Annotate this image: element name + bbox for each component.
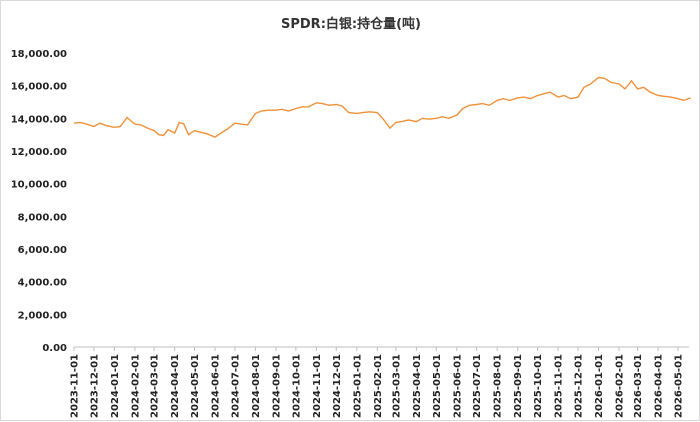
y-tick-label: 0.00: [42, 343, 67, 354]
x-tick-label: 2024-02-01: [130, 354, 141, 418]
x-tick-label: 2026-02-01: [615, 354, 626, 418]
x-tick-label: 2024-08-01: [251, 354, 262, 418]
x-tick-label: 2024-09-01: [271, 354, 282, 418]
series-line: [73, 76, 691, 138]
chart-title: SPDR:白银:持仓量(吨): [281, 16, 421, 32]
x-tick-label: 2023-11-01: [70, 354, 81, 418]
x-tick-label: 2025-09-01: [513, 354, 524, 418]
x-tick-label: 2025-01-01: [352, 354, 363, 418]
x-tick-label: 2025-07-01: [472, 354, 483, 418]
x-tick-label: 2024-04-01: [170, 354, 181, 418]
y-tick-label: 10,000.00: [11, 180, 67, 191]
x-tick-label: 2023-12-01: [89, 354, 100, 418]
x-tick-label: 2025-12-01: [573, 354, 584, 418]
y-tick-label: 8,000.00: [18, 212, 67, 223]
x-tick-label: 2026-05-01: [674, 354, 685, 418]
x-tick-label: 2024-06-01: [211, 354, 222, 418]
x-tick-label: 2024-05-01: [190, 354, 201, 418]
x-tick-label: 2025-04-01: [412, 354, 423, 418]
x-tick-label: 2026-03-01: [633, 354, 644, 418]
y-tick-label: 18,000.00: [11, 49, 67, 60]
x-tick-label: 2025-11-01: [554, 354, 565, 418]
y-tick-label: 16,000.00: [11, 82, 67, 93]
x-tick-label: 2025-06-01: [452, 354, 463, 418]
y-tick-label: 4,000.00: [18, 278, 67, 289]
x-tick-label: 2025-02-01: [373, 354, 384, 418]
x-tick-label: 2024-11-01: [312, 354, 323, 418]
y-axis-ticks: 0.00 2,000.00 4,000.00 6,000.00 8,000.00 10,0…: [11, 49, 67, 354]
x-tick-label: 2026-01-01: [594, 354, 605, 418]
y-tick-label: 14,000.00: [11, 114, 67, 125]
x-tick-label: 2024-03-01: [150, 354, 161, 418]
x-tick-label: 2025-08-01: [493, 354, 504, 418]
x-tick-label: 2025-05-01: [432, 354, 443, 418]
y-tick-label: 12,000.00: [11, 147, 67, 158]
x-tick-label: 2024-12-01: [332, 354, 343, 418]
x-tick-label: 2024-10-01: [291, 354, 302, 418]
x-axis-ticks: 2023-11-01 2023-12-01 2024-01-01 2024-02-01…: [70, 347, 685, 418]
x-tick-label: 2026-04-01: [654, 354, 665, 418]
y-tick-label: 6,000.00: [18, 245, 67, 256]
x-tick-label: 2024-01-01: [110, 354, 121, 418]
x-tick-label: 2024-07-01: [230, 354, 241, 418]
y-tick-label: 2,000.00: [18, 310, 67, 321]
x-tick-label: 2025-10-01: [533, 354, 544, 418]
x-tick-label: 2025-03-01: [391, 354, 402, 418]
